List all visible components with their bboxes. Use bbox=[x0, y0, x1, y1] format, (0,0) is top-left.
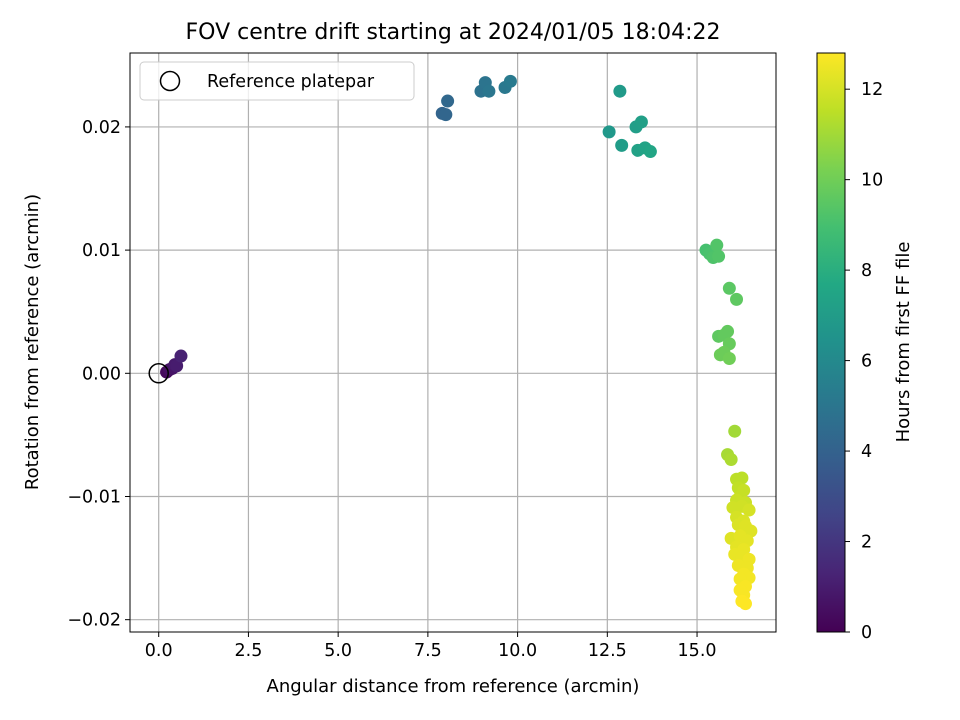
colorbar-gradient bbox=[816, 52, 846, 633]
data-point bbox=[170, 359, 184, 373]
colorbar: 0 2 4 6 8 10 12 Hours from first FF file bbox=[816, 52, 914, 643]
reference-platepar-marker bbox=[148, 363, 169, 384]
data-points bbox=[160, 74, 758, 611]
x-tick-label: 2.5 bbox=[235, 641, 263, 661]
y-axis: 0.02 0.01 0.00 −0.01 −0.02 bbox=[67, 118, 130, 631]
colorbar-ticks: 0 2 4 6 8 10 12 bbox=[845, 80, 883, 643]
data-point bbox=[613, 84, 627, 98]
data-point bbox=[722, 352, 736, 366]
data-point bbox=[728, 424, 742, 438]
data-point bbox=[602, 125, 616, 139]
data-point bbox=[722, 281, 736, 295]
x-axis: 0.0 2.5 5.0 7.5 10.0 12.5 15.0 bbox=[145, 632, 717, 661]
y-tick-label: 0.00 bbox=[82, 364, 121, 384]
grid bbox=[130, 53, 776, 632]
y-tick-label: 0.02 bbox=[82, 118, 121, 138]
legend-box bbox=[139, 61, 415, 101]
colorbar-tick-label: 10 bbox=[861, 171, 883, 191]
data-point bbox=[174, 349, 188, 363]
data-point bbox=[503, 74, 517, 88]
x-tick-label: 5.0 bbox=[324, 641, 352, 661]
y-tick-label: −0.02 bbox=[67, 611, 121, 631]
reference-marker bbox=[148, 363, 169, 384]
colorbar-tick-label: 6 bbox=[861, 352, 872, 372]
colorbar-tick-label: 4 bbox=[861, 442, 872, 462]
data-point bbox=[643, 145, 657, 159]
data-point bbox=[744, 524, 758, 538]
x-tick-label: 0.0 bbox=[145, 641, 173, 661]
x-tick-label: 15.0 bbox=[678, 641, 717, 661]
data-point bbox=[730, 292, 744, 306]
legend-entry-reference-platepar: Reference platepar bbox=[207, 72, 375, 92]
colorbar-label: Hours from first FF file bbox=[893, 242, 914, 443]
colorbar-tick-label: 0 bbox=[861, 623, 872, 643]
data-point bbox=[738, 597, 752, 611]
legend-marker-circle bbox=[159, 70, 181, 92]
y-axis-label: Rotation from reference (arcmin) bbox=[22, 194, 43, 490]
x-tick-label: 10.0 bbox=[498, 641, 537, 661]
data-point bbox=[710, 238, 724, 252]
y-tick-label: −0.01 bbox=[67, 487, 121, 507]
x-tick-label: 12.5 bbox=[588, 641, 627, 661]
data-point bbox=[721, 324, 735, 338]
data-point bbox=[482, 84, 496, 98]
data-point bbox=[735, 471, 749, 485]
x-axis-label: Angular distance from reference (arcmin) bbox=[267, 676, 640, 697]
data-point bbox=[712, 249, 726, 263]
legend: Reference platepar bbox=[139, 61, 415, 101]
data-point bbox=[441, 94, 455, 108]
data-point bbox=[439, 108, 453, 122]
x-tick-label: 7.5 bbox=[414, 641, 442, 661]
colorbar-tick-label: 8 bbox=[861, 261, 872, 281]
colorbar-tick-label: 2 bbox=[861, 533, 872, 553]
y-tick-label: 0.01 bbox=[82, 241, 121, 261]
data-point bbox=[724, 453, 738, 467]
data-point bbox=[742, 503, 756, 517]
data-point bbox=[634, 115, 648, 129]
plot-frame bbox=[129, 52, 777, 633]
chart-title: FOV centre drift starting at 2024/01/05 … bbox=[186, 20, 721, 45]
data-point bbox=[615, 138, 629, 152]
colorbar-tick-label: 12 bbox=[861, 80, 883, 100]
